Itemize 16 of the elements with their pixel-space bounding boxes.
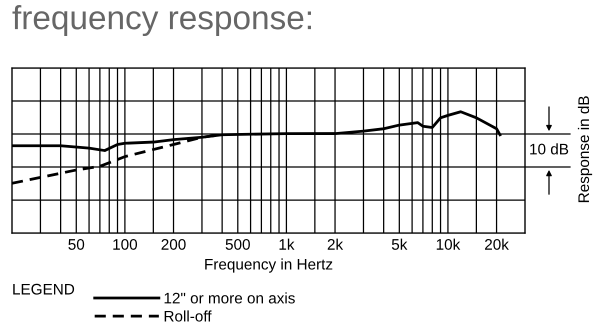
legend-label: Roll-off (164, 310, 212, 322)
x-tick-label: 10k (436, 238, 460, 250)
x-axis-title: Frequency in Hertz (205, 258, 332, 273)
x-tick-label: 200 (162, 239, 186, 250)
x-tick-label: 50 (68, 239, 84, 250)
legend-title: LEGEND (13, 284, 74, 295)
y2-axis-title: Response in dB (578, 96, 592, 202)
x-tick-label: 2k (328, 238, 344, 250)
text: 10 dB (530, 143, 568, 154)
x-tick-label: 20k (485, 238, 509, 250)
x-tick-label: 100 (113, 239, 138, 250)
x-tick-label: 5k (392, 238, 408, 250)
legend-label: 12" or more on axis (164, 292, 295, 304)
x-tick-label: 1k (280, 238, 295, 250)
chart-title: frequency response: (12, 5, 311, 36)
x-tick-label: 500 (226, 239, 250, 250)
